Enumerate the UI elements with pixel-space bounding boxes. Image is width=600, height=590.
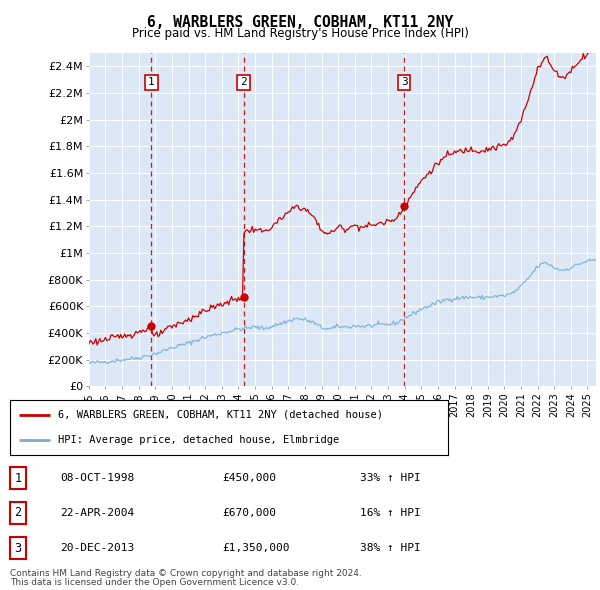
Text: 33% ↑ HPI: 33% ↑ HPI [360,473,421,483]
Text: Price paid vs. HM Land Registry's House Price Index (HPI): Price paid vs. HM Land Registry's House … [131,27,469,40]
Text: This data is licensed under the Open Government Licence v3.0.: This data is licensed under the Open Gov… [10,578,299,588]
Text: 38% ↑ HPI: 38% ↑ HPI [360,543,421,553]
Text: 1: 1 [14,471,22,484]
Text: HPI: Average price, detached house, Elmbridge: HPI: Average price, detached house, Elmb… [58,435,340,445]
Text: 22-APR-2004: 22-APR-2004 [60,508,134,518]
Text: 6, WARBLERS GREEN, COBHAM, KT11 2NY (detached house): 6, WARBLERS GREEN, COBHAM, KT11 2NY (det… [58,410,383,420]
Text: Contains HM Land Registry data © Crown copyright and database right 2024.: Contains HM Land Registry data © Crown c… [10,569,362,578]
Text: 1: 1 [148,77,155,87]
Text: 3: 3 [401,77,407,87]
Text: 3: 3 [14,542,22,555]
Text: £450,000: £450,000 [222,473,276,483]
Text: £1,350,000: £1,350,000 [222,543,290,553]
Text: £670,000: £670,000 [222,508,276,518]
Text: 08-OCT-1998: 08-OCT-1998 [60,473,134,483]
Text: 2: 2 [240,77,247,87]
Text: 2: 2 [14,506,22,520]
Text: 20-DEC-2013: 20-DEC-2013 [60,543,134,553]
Text: 6, WARBLERS GREEN, COBHAM, KT11 2NY: 6, WARBLERS GREEN, COBHAM, KT11 2NY [147,15,453,30]
Text: 16% ↑ HPI: 16% ↑ HPI [360,508,421,518]
